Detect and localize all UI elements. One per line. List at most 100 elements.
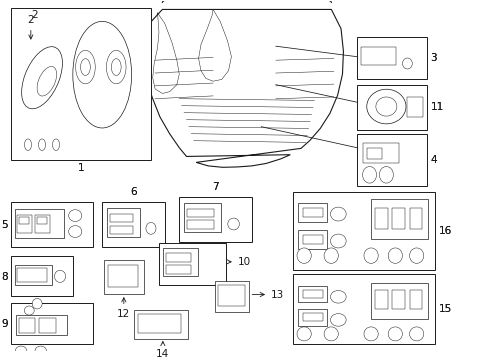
- Ellipse shape: [387, 248, 402, 264]
- Bar: [11, 8, 151, 160]
- Text: 13: 13: [252, 289, 284, 300]
- Ellipse shape: [106, 50, 126, 84]
- Bar: [109, 214, 133, 222]
- Bar: [302, 313, 322, 321]
- Ellipse shape: [330, 234, 346, 248]
- Bar: [102, 202, 164, 247]
- Bar: [109, 226, 133, 234]
- Ellipse shape: [111, 59, 121, 76]
- Bar: [292, 274, 434, 345]
- Bar: [15, 209, 63, 238]
- Polygon shape: [143, 9, 343, 167]
- Bar: [165, 265, 191, 274]
- Ellipse shape: [363, 327, 377, 341]
- Bar: [217, 285, 245, 306]
- Bar: [356, 85, 426, 130]
- Bar: [392, 208, 405, 229]
- Ellipse shape: [145, 222, 156, 234]
- Text: 9: 9: [1, 319, 8, 329]
- Bar: [179, 197, 251, 242]
- Text: 3: 3: [429, 53, 436, 63]
- Text: 4: 4: [429, 155, 436, 165]
- Ellipse shape: [68, 226, 81, 238]
- Bar: [302, 208, 322, 217]
- Text: 6: 6: [130, 188, 137, 197]
- Text: 5: 5: [1, 220, 8, 230]
- Text: 1: 1: [78, 163, 84, 174]
- Ellipse shape: [73, 21, 131, 128]
- Text: 10: 10: [226, 257, 250, 267]
- Ellipse shape: [81, 59, 90, 76]
- Ellipse shape: [362, 167, 376, 183]
- Bar: [159, 243, 225, 285]
- Ellipse shape: [37, 67, 57, 96]
- Ellipse shape: [379, 167, 392, 183]
- Ellipse shape: [409, 327, 423, 341]
- Bar: [298, 285, 326, 302]
- Text: 11: 11: [429, 103, 443, 112]
- Text: 11: 11: [429, 103, 443, 112]
- Ellipse shape: [227, 218, 239, 230]
- Ellipse shape: [52, 139, 60, 150]
- Ellipse shape: [366, 89, 405, 124]
- Ellipse shape: [68, 210, 81, 221]
- Bar: [409, 208, 422, 229]
- Text: 7: 7: [212, 182, 218, 192]
- Bar: [186, 220, 214, 229]
- Text: 8: 8: [1, 271, 8, 282]
- Bar: [11, 202, 93, 247]
- Bar: [16, 315, 67, 335]
- Bar: [375, 290, 387, 309]
- Ellipse shape: [324, 248, 338, 264]
- Bar: [17, 215, 32, 233]
- Text: 16: 16: [438, 226, 451, 236]
- Ellipse shape: [402, 58, 411, 69]
- Bar: [108, 265, 137, 287]
- Ellipse shape: [21, 47, 62, 109]
- Ellipse shape: [375, 97, 396, 116]
- Bar: [183, 203, 221, 232]
- Text: 14: 14: [156, 342, 169, 359]
- Bar: [356, 37, 426, 80]
- Text: 1: 1: [78, 163, 84, 174]
- Text: 15: 15: [438, 305, 451, 314]
- Text: 16: 16: [438, 226, 451, 236]
- Text: 7: 7: [212, 182, 218, 192]
- Bar: [362, 143, 398, 163]
- Ellipse shape: [35, 346, 46, 356]
- Bar: [107, 208, 140, 238]
- Ellipse shape: [32, 298, 42, 309]
- Bar: [407, 98, 422, 117]
- Bar: [15, 265, 52, 285]
- Bar: [38, 217, 47, 224]
- Ellipse shape: [324, 327, 338, 341]
- Bar: [370, 199, 427, 239]
- Bar: [366, 148, 382, 159]
- Bar: [138, 314, 181, 333]
- Bar: [163, 248, 197, 276]
- Ellipse shape: [76, 50, 95, 84]
- Bar: [302, 235, 322, 244]
- Bar: [392, 290, 405, 309]
- Bar: [409, 290, 422, 309]
- Bar: [18, 268, 47, 282]
- Ellipse shape: [363, 248, 377, 264]
- Text: 12: 12: [117, 298, 130, 319]
- Bar: [298, 309, 326, 325]
- Ellipse shape: [54, 270, 65, 282]
- Ellipse shape: [24, 306, 34, 315]
- Text: 2: 2: [27, 15, 34, 39]
- Text: 9: 9: [1, 319, 8, 329]
- Bar: [103, 260, 143, 294]
- Bar: [186, 209, 214, 217]
- Text: 3: 3: [429, 53, 436, 63]
- Bar: [134, 310, 188, 339]
- Bar: [20, 217, 29, 224]
- Ellipse shape: [330, 314, 346, 326]
- Ellipse shape: [24, 139, 31, 150]
- Text: 8: 8: [1, 271, 8, 282]
- Text: 4: 4: [429, 155, 436, 165]
- Text: 2: 2: [31, 10, 38, 20]
- Bar: [35, 215, 50, 233]
- Bar: [370, 283, 427, 319]
